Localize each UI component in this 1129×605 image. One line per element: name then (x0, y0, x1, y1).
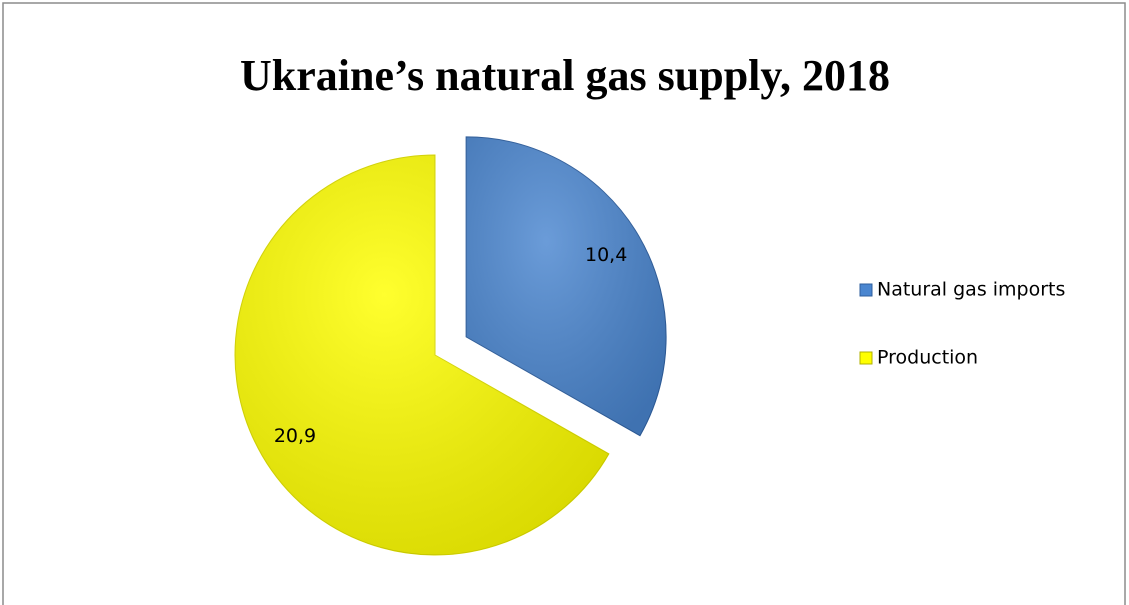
data-label: 20,9 (274, 425, 316, 447)
legend-label: Natural gas imports (877, 279, 1065, 301)
data-label: 10,4 (585, 244, 627, 266)
legend-marker (859, 283, 873, 297)
legend-marker (859, 351, 873, 365)
chart-title: Ukraine’s natural gas supply, 2018 (240, 51, 890, 100)
slice-shade (235, 155, 609, 555)
legend: Natural gas imports Production (859, 279, 1065, 369)
slice-shade (466, 136, 667, 436)
pie: 10,4 20,9 (234, 136, 667, 556)
legend-label: Production (877, 347, 978, 369)
